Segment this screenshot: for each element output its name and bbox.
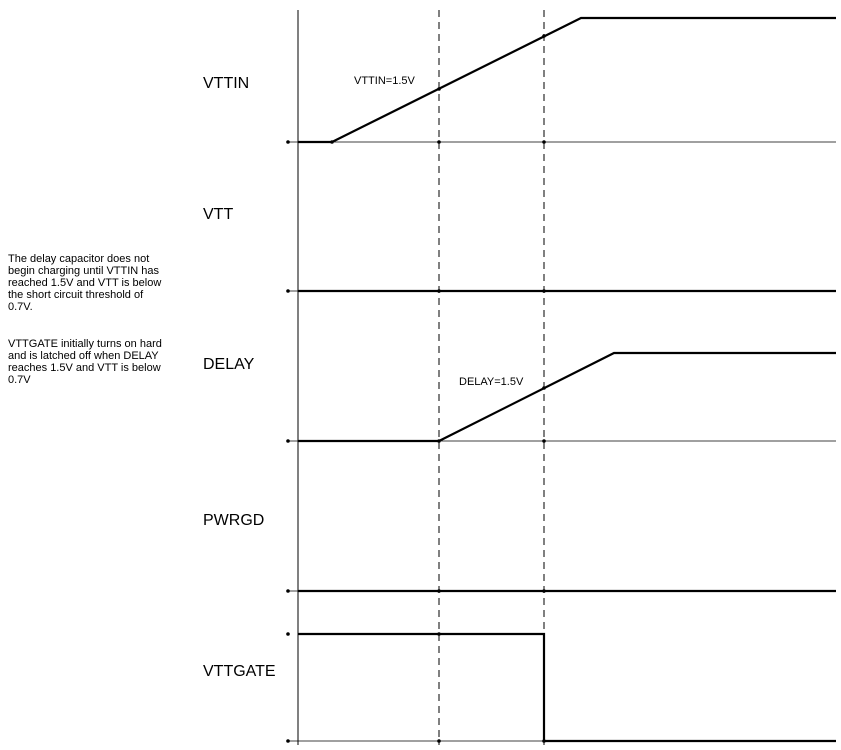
dot <box>542 34 546 38</box>
dot <box>437 87 441 91</box>
dot <box>542 739 546 743</box>
note-line: VTTGATE initially turns on hard <box>8 338 162 350</box>
signal-label-vtt: VTT <box>203 206 233 223</box>
dot <box>286 739 290 743</box>
waveform-vttgate <box>298 632 836 743</box>
dot <box>286 589 290 593</box>
note-line: and is latched off when DELAY <box>8 350 159 362</box>
dot <box>437 589 441 593</box>
note-vttgate: VTTGATE initially turns on hard and is l… <box>8 338 165 386</box>
waveform-delay <box>298 351 836 443</box>
signal-label-delay: DELAY <box>203 356 255 373</box>
dot <box>286 289 290 293</box>
dot <box>542 140 546 144</box>
note-line: reached 1.5V and VTT is below <box>8 277 161 289</box>
dot <box>286 439 290 443</box>
dot <box>437 632 441 636</box>
note-line: 0.7V. <box>8 301 33 313</box>
dot <box>286 140 290 144</box>
note-line: begin charging until VTTIN has <box>8 265 160 277</box>
signal-label-pwrgd: PWRGD <box>203 512 264 529</box>
dot <box>542 439 546 443</box>
note-line: reaches 1.5V and VTT is below <box>8 362 161 374</box>
dot <box>542 386 546 390</box>
dot <box>437 140 441 144</box>
dot <box>542 589 546 593</box>
note-delay-capacitor: The delay capacitor does not begin charg… <box>8 253 164 313</box>
note-line: the short circuit threshold of <box>8 289 144 301</box>
note-line: 0.7V <box>8 374 31 386</box>
signal-label-vttgate: VTTGATE <box>203 663 276 680</box>
dot <box>330 140 334 144</box>
note-line: The delay capacitor does not <box>8 253 149 265</box>
annotation-vttin: VTTIN=1.5V <box>354 75 415 87</box>
signal-label-vttin: VTTIN <box>203 75 249 92</box>
junction-dots <box>286 34 546 743</box>
annotation-delay: DELAY=1.5V <box>459 376 524 388</box>
dot <box>437 739 441 743</box>
waveform-vttin <box>298 16 836 144</box>
dot <box>286 632 290 636</box>
dot <box>437 289 441 293</box>
dot <box>542 289 546 293</box>
dot <box>437 439 441 443</box>
